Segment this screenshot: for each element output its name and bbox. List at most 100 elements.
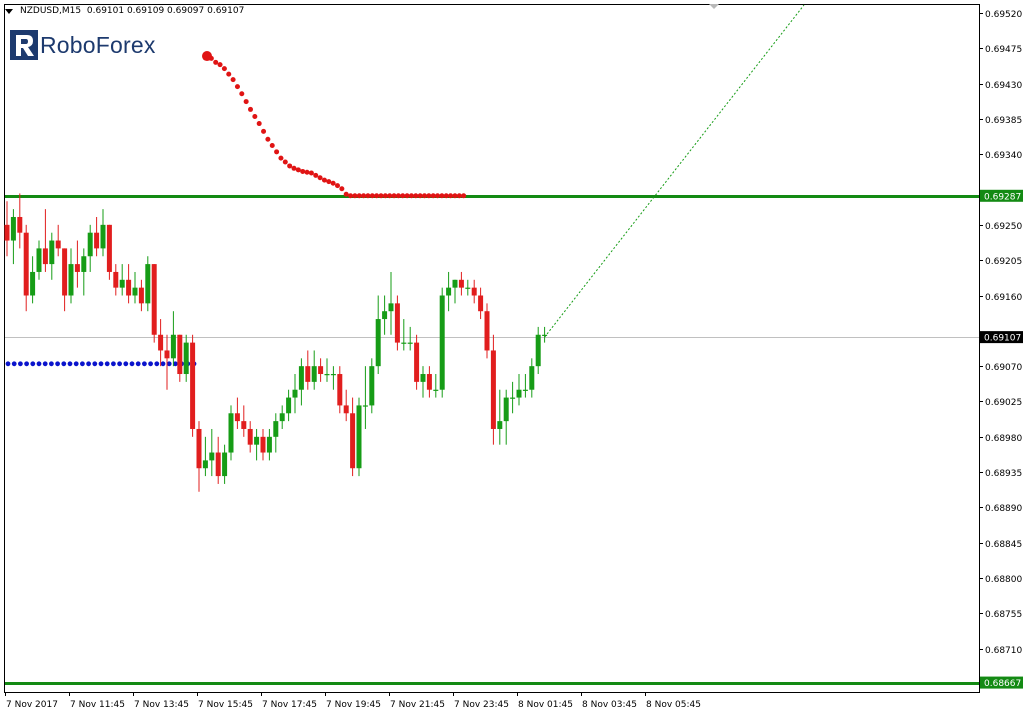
candle-body [17, 216, 23, 233]
x-tick-label: 8 Nov 01:45 [518, 700, 573, 710]
symbol-menu-arrow-icon[interactable] [5, 9, 13, 14]
blue-dot [61, 361, 67, 367]
forecast-dot [422, 193, 427, 199]
candle-body [151, 264, 157, 335]
forecast-dot [369, 193, 375, 199]
forecast-dot [365, 193, 371, 199]
blue-dot [92, 361, 98, 367]
forecast-dot [326, 179, 332, 185]
blue-dot [80, 361, 85, 367]
candle-body [164, 350, 170, 359]
candle-body [106, 224, 112, 272]
candle-body [94, 232, 100, 249]
candle-body [145, 264, 151, 304]
candle-body [401, 342, 407, 344]
blue-dot [24, 361, 29, 367]
ohlc-quote: 0.69101 0.69109 0.69097 0.69107 [86, 6, 245, 16]
level-price-box [980, 676, 1023, 689]
levels-layer [5, 195, 979, 685]
symbol-timeframe: NZDUSD,M15 [20, 6, 82, 16]
forecast-dot [448, 193, 454, 199]
forecast-dot [461, 193, 467, 199]
plot-frame [4, 4, 980, 693]
y-tick-label: 0.69475 [985, 45, 1022, 55]
candle-body [132, 287, 138, 296]
collapse-marker-icon[interactable] [709, 4, 719, 9]
candle-body [247, 428, 253, 445]
candle-body [535, 334, 541, 367]
candle-body [318, 366, 324, 375]
forecast-dot [217, 62, 223, 68]
forecast-dot [430, 193, 436, 199]
forecast-dot [252, 113, 258, 119]
blue-dot [18, 361, 23, 367]
candle-body [10, 216, 16, 241]
candle-body [36, 248, 42, 272]
forecast-dot [361, 193, 367, 199]
candle-body [42, 248, 48, 265]
forecast-dot [208, 55, 214, 61]
y-tick-label: 0.69340 [985, 151, 1022, 161]
blue-dot [142, 361, 147, 367]
blue-dot [5, 361, 11, 367]
forecast-dot [317, 175, 323, 181]
candle-body [260, 436, 266, 453]
candle-body [49, 240, 55, 265]
blue-dot [73, 361, 79, 367]
x-tick-label: 7 Nov 23:45 [454, 700, 509, 710]
candle-body [234, 413, 240, 422]
forecast-dot [282, 159, 288, 165]
current-price-box [980, 331, 1023, 344]
x-tick-label: 7 Nov 21:45 [390, 700, 445, 710]
candle-body [228, 413, 234, 453]
candle-body [407, 342, 413, 344]
forecast-dot [300, 168, 306, 174]
forecast-layer [202, 4, 805, 338]
y-tick-label: 0.68710 [985, 646, 1022, 656]
candle-body [458, 279, 464, 288]
candle-body [100, 224, 106, 249]
y-tick-label: 0.69520 [985, 10, 1022, 20]
forecast-dot [287, 163, 293, 169]
forecast-dot [456, 193, 462, 199]
y-tick-label: 0.68980 [985, 434, 1022, 444]
forecast-dot [265, 136, 271, 142]
forecast-dot [278, 155, 284, 161]
forecast-dot [291, 165, 297, 171]
forecast-dot [313, 172, 319, 178]
candle-body [81, 256, 87, 272]
forecast-dot [230, 77, 236, 83]
candle-body [375, 319, 381, 367]
y-tick-label: 0.69250 [985, 222, 1022, 232]
forecast-dot [335, 183, 340, 189]
forecast-dot [304, 169, 310, 175]
candle-body [510, 397, 516, 399]
forecast-dot [352, 193, 358, 199]
x-tick-label: 7 Nov 15:45 [198, 700, 253, 710]
blue-dot [67, 361, 73, 367]
candle-body [68, 264, 74, 296]
y-tick-label: 0.69205 [985, 257, 1022, 267]
candle-body [286, 397, 292, 414]
blue-dot [166, 361, 172, 367]
candle-body [23, 232, 29, 296]
forecast-dot [408, 193, 414, 199]
forecast-dot [435, 193, 441, 199]
forecast-dot [226, 71, 232, 77]
level-price-box [980, 189, 1023, 202]
candle-body [279, 413, 285, 422]
candle-body [30, 271, 36, 296]
candle-body [177, 334, 183, 375]
x-tick-label: 7 Nov 19:45 [326, 700, 381, 710]
y-tick-label: 0.69070 [985, 363, 1022, 373]
forecast-dot [256, 121, 262, 127]
forecast-dot [269, 143, 275, 149]
x-tick-label: 7 Nov 13:45 [134, 700, 189, 710]
candle-body [343, 405, 349, 414]
forecast-dot [391, 193, 397, 199]
candle-body [420, 374, 426, 382]
x-tick-label: 8 Nov 05:45 [646, 700, 701, 710]
y-tick-label: 0.69160 [985, 293, 1022, 303]
candle-body [330, 374, 336, 376]
blue-dot [123, 361, 129, 367]
